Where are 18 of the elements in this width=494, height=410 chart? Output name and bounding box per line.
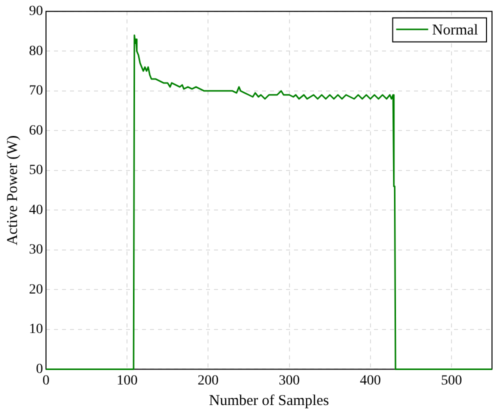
legend-label: Normal — [432, 22, 478, 38]
y-tick-label: 60 — [29, 123, 43, 138]
x-tick-label: 300 — [278, 373, 300, 388]
x-axis-title: Number of Samples — [209, 392, 330, 409]
x-tick-label: 400 — [360, 373, 381, 388]
y-tick-label: 40 — [29, 202, 43, 218]
x-tick-label: 200 — [198, 373, 219, 388]
y-axis-title: Active Power (W) — [4, 135, 21, 246]
y-tick-label: 20 — [29, 282, 43, 298]
y-tick-label: 70 — [29, 84, 43, 99]
x-tick-label: 100 — [116, 373, 138, 388]
y-tick-label: 50 — [29, 163, 43, 178]
y-tick-label: 30 — [29, 242, 43, 258]
x-tick-label: 500 — [440, 373, 462, 388]
y-tick-label: 10 — [29, 322, 43, 338]
y-tick-label: 80 — [29, 44, 43, 59]
y-tick-label: 90 — [29, 4, 43, 20]
y-tick-label: 0 — [36, 362, 43, 377]
